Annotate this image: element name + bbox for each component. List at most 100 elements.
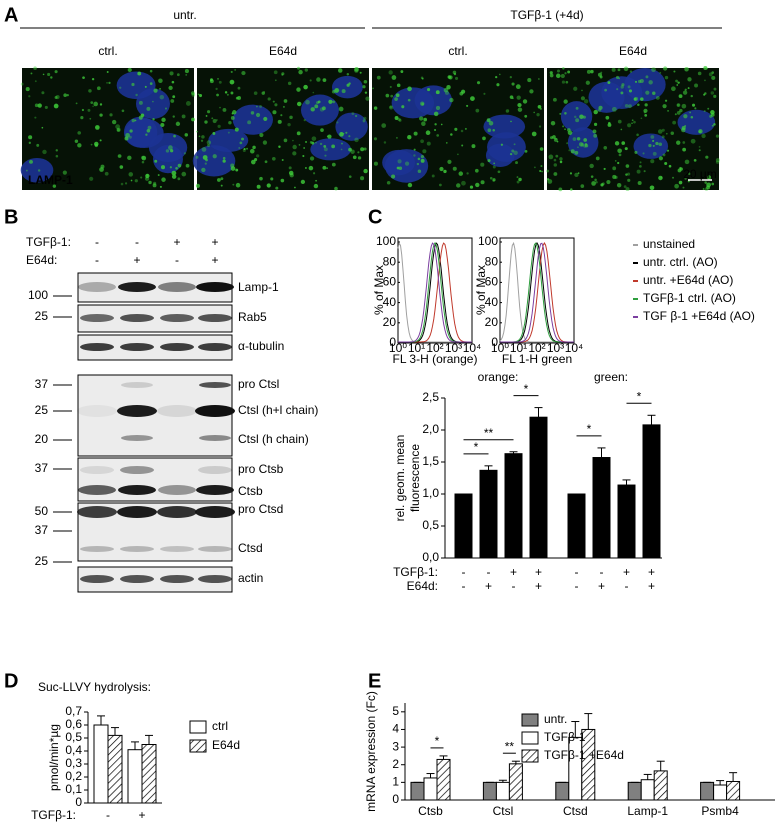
lamp1-signal xyxy=(383,141,387,144)
lamp1-signal xyxy=(679,108,683,113)
lamp1-signal xyxy=(559,160,563,164)
lamp1-signal xyxy=(659,71,662,74)
histogram-xtick: 10⁴ xyxy=(463,341,482,355)
y-tick-label: 2,0 xyxy=(422,422,439,436)
lamp1-signal xyxy=(270,177,274,181)
lamp1-signal xyxy=(512,97,514,100)
legend-label: TGFβ-1 +E64d xyxy=(544,748,624,762)
lamp1-signal xyxy=(570,149,575,154)
blot-band xyxy=(195,506,235,518)
lamp1-signal xyxy=(614,159,617,162)
lamp1-signal xyxy=(396,83,401,88)
lamp1-signal xyxy=(651,67,656,73)
lamp1-signal xyxy=(676,84,679,86)
lamp1-signal xyxy=(135,93,138,97)
lamp1-signal xyxy=(640,117,643,120)
lamp1-signal xyxy=(664,75,669,80)
nucleus xyxy=(335,112,368,141)
lamp1-signal xyxy=(261,91,265,95)
lamp1-signal xyxy=(480,162,485,167)
lamp1-signal xyxy=(550,120,556,126)
lamp1-signal xyxy=(689,111,691,114)
lamp1-signal xyxy=(252,145,256,150)
lamp1-signal xyxy=(259,132,264,138)
treatment-sign: + xyxy=(173,235,180,249)
lamp1-signal xyxy=(128,135,132,139)
mw-marker: 37 xyxy=(35,523,49,537)
lamp1-signal xyxy=(94,141,99,147)
lamp1-signal xyxy=(556,140,559,143)
lamp1-signal xyxy=(201,167,206,173)
blot-band xyxy=(121,382,153,388)
lamp1-signal xyxy=(645,90,650,95)
lamp1-signal xyxy=(693,158,697,162)
lamp1-signal xyxy=(449,97,454,103)
treatment-sign: - xyxy=(600,565,604,579)
lamp1-signal xyxy=(599,75,603,79)
y-tick-label: 5 xyxy=(392,704,399,718)
significance-label: ** xyxy=(484,426,494,440)
lamp1-signal xyxy=(564,128,566,130)
lamp1-signal xyxy=(664,99,668,102)
lamp1-signal xyxy=(538,125,542,128)
lamp1-signal xyxy=(287,122,291,127)
lamp1-signal xyxy=(345,131,348,134)
lamp1-signal xyxy=(53,103,59,109)
lamp1-signal xyxy=(538,78,540,80)
lamp1-signal xyxy=(413,154,416,157)
mw-marker: 50 xyxy=(35,504,49,518)
lamp1-signal xyxy=(328,99,333,104)
lamp1-signal xyxy=(561,80,566,84)
lamp1-signal xyxy=(171,170,177,176)
lamp1-signal xyxy=(232,183,235,186)
treatment-sign: + xyxy=(485,579,492,593)
lamp1-signal xyxy=(674,183,679,189)
legend-label: unstained xyxy=(643,237,695,251)
lamp1-signal xyxy=(237,86,241,90)
lamp1-signal xyxy=(249,148,255,154)
nucleus xyxy=(310,138,351,161)
lamp1-signal xyxy=(413,148,416,151)
lamp1-signal xyxy=(256,154,260,158)
lamp1-signal xyxy=(534,166,536,169)
lamp1-signal xyxy=(90,101,94,104)
lamp1-signal xyxy=(661,135,665,139)
lamp1-signal xyxy=(220,184,223,187)
blot-band xyxy=(77,405,117,417)
lamp1-signal xyxy=(676,110,681,115)
legend-label: ctrl xyxy=(212,719,228,733)
lamp1-signal xyxy=(89,176,94,181)
lamp1-signal xyxy=(127,155,132,161)
bar xyxy=(726,780,741,801)
lamp1-signal xyxy=(34,116,37,119)
lamp1-signal xyxy=(639,164,642,168)
lamp1-signal xyxy=(119,165,124,169)
nucleus xyxy=(588,81,625,113)
lamp1-signal xyxy=(37,103,42,108)
lamp1-signal xyxy=(309,79,312,82)
lamp1-signal xyxy=(196,130,198,133)
lamp1-signal xyxy=(598,105,603,110)
lamp1-signal xyxy=(296,87,301,92)
x-tick-label: Ctsl xyxy=(493,804,514,818)
treatment-sign: - xyxy=(135,235,139,249)
lamp1-signal xyxy=(134,179,138,183)
lamp1-signal xyxy=(283,99,288,103)
lamp1-signal xyxy=(30,72,33,75)
lamp1-signal xyxy=(315,141,317,144)
lamp1-signal xyxy=(99,113,103,117)
lamp1-signal xyxy=(212,132,216,135)
lamp1-signal xyxy=(278,145,281,149)
blot-band xyxy=(199,435,231,441)
histogram-ytick: 20 xyxy=(383,315,397,329)
lamp1-signal xyxy=(296,101,302,107)
lamp1-signal xyxy=(346,83,350,87)
histogram-ytick: 0 xyxy=(389,335,396,349)
lamp1-signal xyxy=(547,179,553,184)
lamp1-signal xyxy=(200,139,204,142)
lamp1-signal xyxy=(28,135,33,140)
lamp1-signal xyxy=(159,185,162,188)
lamp1-signal xyxy=(246,147,248,150)
lamp1-signal xyxy=(518,177,522,182)
lamp1-signal xyxy=(235,96,239,100)
